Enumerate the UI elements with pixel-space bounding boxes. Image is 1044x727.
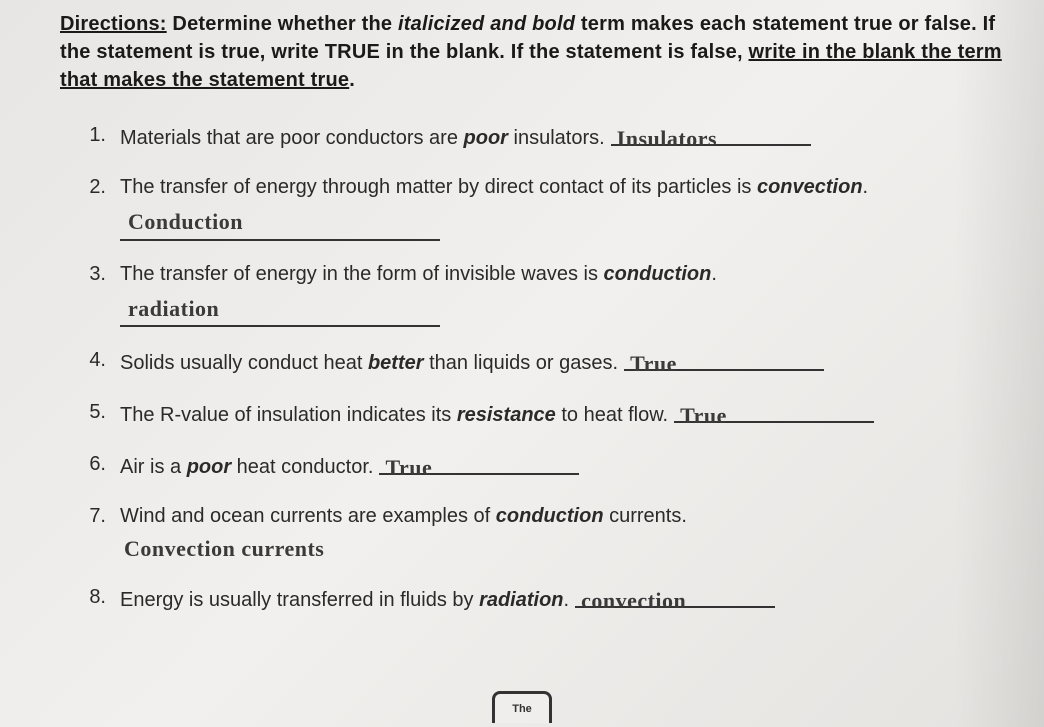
directions-true: TRUE [325,41,380,63]
question-posttext: . [863,176,869,198]
question-pretext: Air is a [120,456,187,478]
handwritten-answer: True [624,351,683,376]
question-posttext: currents. [604,505,687,527]
question-number: 5. [76,399,106,426]
answer-blank: True [674,399,874,423]
questions-list: 1. Materials that are poor conductors are… [60,122,1004,614]
question-term: conduction [496,505,604,527]
question-term: conduction [604,263,712,285]
directions-block: Directions: Determine whether the italic… [60,10,1004,94]
question-term: convection [757,176,863,198]
answer-blank: True [379,451,579,475]
question-posttext: than liquids or gases. [424,352,619,374]
question-pretext: Wind and ocean currents are examples of [120,505,496,527]
handwritten-answer: True [379,455,438,480]
question-number: 4. [76,347,106,374]
handwritten-answer: True [674,403,733,428]
footer-icon-text: The [512,703,532,715]
question-row: 5.The R-value of insulation indicates it… [120,399,1004,429]
question-number: 3. [76,261,106,288]
question-posttext: heat conductor. [231,456,373,478]
question-posttext: . [711,263,717,285]
question-term: poor [464,127,508,149]
question-pretext: Solids usually conduct heat [120,352,368,374]
footer-icon: The [492,691,552,723]
question-row: 6.Air is a poor heat conductor.True [120,451,1004,481]
question-posttext: to heat flow. [556,404,668,426]
question-number: 8. [76,584,106,611]
directions-period: . [349,69,355,91]
handwritten-answer: Insulators [611,126,723,151]
directions-text-3: in the blank. If the statement is false, [380,41,749,63]
answer-blank: Insulators [611,122,811,146]
handwritten-answer: Conduction [120,207,440,241]
question-posttext: insulators. [508,127,605,149]
handwritten-answer: radiation [120,294,440,328]
directions-text-1: Determine whether the [167,13,398,35]
question-pretext: The transfer of energy in the form of in… [120,263,604,285]
handwritten-answer: convection [575,588,692,613]
question-row: 3.The transfer of energy in the form of … [120,261,1004,326]
question-number: 2. [76,174,106,201]
question-row: 4.Solids usually conduct heat better tha… [120,347,1004,377]
question-pretext: Materials that are poor conductors are [120,127,464,149]
directions-label: Directions: [60,13,167,35]
handwritten-answer: Convection currents [120,534,1004,564]
question-row: 2.The transfer of energy through matter … [120,174,1004,239]
question-pretext: The transfer of energy through matter by… [120,176,757,198]
question-term: poor [187,456,231,478]
question-term: resistance [457,404,556,426]
question-row: 1.Materials that are poor conductors are… [120,122,1004,152]
question-term: radiation [479,589,563,611]
question-number: 7. [76,503,106,530]
question-row: 7.Wind and ocean currents are examples o… [120,503,1004,562]
question-row: 8.Energy is usually transferred in fluid… [120,584,1004,614]
question-pretext: Energy is usually transferred in fluids … [120,589,479,611]
directions-italic: italicized and bold [398,13,575,35]
question-term: better [368,352,424,374]
question-number: 6. [76,451,106,478]
answer-blank: True [624,347,824,371]
answer-blank: convection [575,584,775,608]
question-posttext: . [564,589,570,611]
question-number: 1. [76,122,106,149]
question-pretext: The R-value of insulation indicates its [120,404,457,426]
